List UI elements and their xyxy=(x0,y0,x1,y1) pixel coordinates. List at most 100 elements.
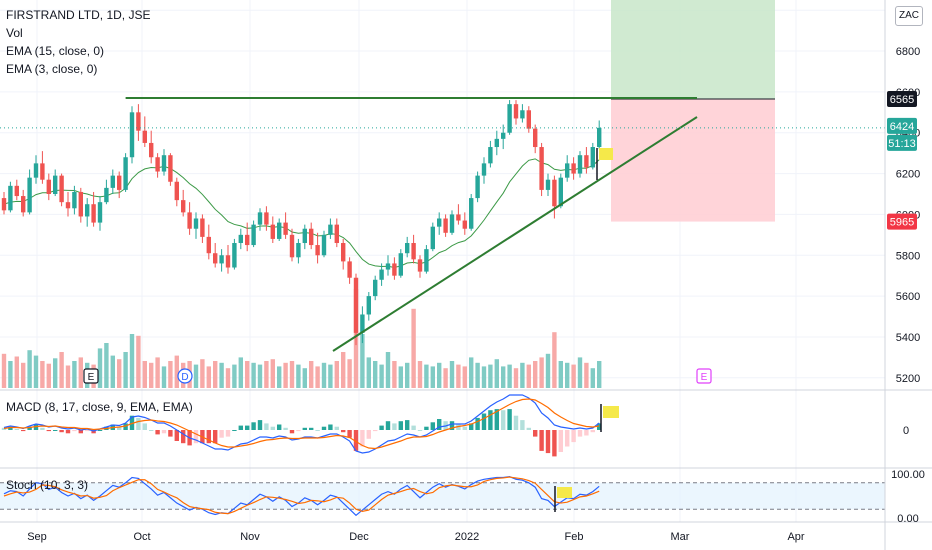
volume-bar xyxy=(597,361,602,388)
macd-histogram-bar xyxy=(488,410,493,430)
macd-histogram-bar xyxy=(405,420,410,430)
candle-body xyxy=(488,147,493,164)
volume-bar xyxy=(328,364,333,388)
candle-body xyxy=(360,314,365,333)
volume-bar xyxy=(321,362,327,388)
legend-ema15[interactable]: EMA (15, close, 0) xyxy=(6,44,105,58)
candle-body xyxy=(571,163,576,174)
macd-histogram-bar xyxy=(533,430,538,437)
macd-histogram-bar xyxy=(232,430,237,431)
candle-body xyxy=(232,243,237,268)
candle-body xyxy=(270,224,275,239)
currency-button[interactable]: ZAC xyxy=(895,6,923,26)
macd-histogram-bar xyxy=(238,425,243,430)
macd-histogram-bar xyxy=(78,430,83,434)
volume-bar xyxy=(142,361,147,388)
price-tick-label: 6800 xyxy=(896,46,920,58)
candle-body xyxy=(59,175,64,203)
legend-ema3[interactable]: EMA (3, close, 0) xyxy=(6,62,98,76)
volume-bar xyxy=(552,332,557,388)
volume-bar xyxy=(475,362,480,388)
volume-bar xyxy=(469,357,474,388)
candle-body xyxy=(373,279,378,297)
macd-histogram-bar xyxy=(270,426,275,430)
macd-histogram-bar xyxy=(430,422,435,430)
candle-body xyxy=(21,196,26,213)
candle-body xyxy=(481,163,487,176)
volume-bar xyxy=(270,359,275,388)
macd-histogram-bar xyxy=(584,430,589,436)
macd-histogram-bar xyxy=(193,430,199,444)
price-tick-label: 5200 xyxy=(896,373,920,385)
volume-bar xyxy=(296,364,301,388)
candle-body xyxy=(341,243,346,262)
price-badge-label: 6565 xyxy=(890,94,914,106)
legend-volume[interactable]: Vol xyxy=(6,26,23,40)
macd-histogram-bar xyxy=(53,430,58,431)
volume-bar xyxy=(97,348,103,388)
volume-bar xyxy=(437,362,442,388)
trend-drawings[interactable] xyxy=(0,97,885,352)
volume-bar xyxy=(507,364,512,388)
candle-body xyxy=(289,234,295,258)
volume-bar xyxy=(283,362,288,388)
volume-bar xyxy=(462,366,467,388)
candle-body xyxy=(181,200,186,213)
volume-bar xyxy=(200,359,205,388)
macd-histogram-bar xyxy=(85,430,90,432)
legend-title[interactable]: FIRSTRAND LTD, 1D, JSE xyxy=(6,8,151,22)
candle-body xyxy=(238,234,243,244)
volume-bar xyxy=(238,357,243,388)
stoch-pane xyxy=(0,476,885,517)
volume-bar xyxy=(78,357,83,388)
main-legend: FIRSTRAND LTD, 1D, JSE Vol EMA (15, clos… xyxy=(6,6,150,78)
volume-bar xyxy=(302,368,307,388)
candle-body xyxy=(462,220,467,229)
volume-bar xyxy=(117,359,122,388)
volume-bar xyxy=(264,361,269,388)
volume-bar xyxy=(571,364,576,388)
macd-histogram-bar xyxy=(526,427,531,430)
candle-body xyxy=(417,259,423,272)
candle-body xyxy=(213,253,218,264)
volume-bar xyxy=(392,361,397,388)
candle-body xyxy=(225,255,231,268)
macd-histogram-bar xyxy=(545,430,551,454)
price-tick-label: 5600 xyxy=(896,291,920,303)
stoch-tick-label: 0.00 xyxy=(897,513,918,525)
candle-body xyxy=(136,112,141,131)
candle-body xyxy=(27,177,32,213)
macd-histogram-bar xyxy=(353,430,359,451)
candle-body xyxy=(264,212,269,225)
volume-bar xyxy=(289,361,295,388)
stoch-legend[interactable]: Stoch (10, 3, 3) xyxy=(6,478,89,492)
candle-body xyxy=(437,218,442,227)
flag-icon xyxy=(557,487,572,498)
event-marker-e xyxy=(83,368,99,384)
macd-histogram-bar xyxy=(552,430,557,457)
target-zone xyxy=(611,0,775,100)
volume-bar xyxy=(225,368,231,388)
macd-histogram-bar xyxy=(590,430,595,433)
macd-histogram-bar xyxy=(59,430,64,433)
candle-body xyxy=(142,130,147,143)
candle-body xyxy=(245,234,250,246)
flag-icon xyxy=(599,148,613,160)
macd-histogram-bar xyxy=(398,421,403,430)
time-tick-label: Apr xyxy=(787,531,804,543)
volume-bar xyxy=(360,334,365,388)
time-tick-label: Feb xyxy=(565,531,584,543)
candle-body xyxy=(123,157,128,190)
volume-bar xyxy=(123,352,128,388)
volume-bar xyxy=(539,357,544,388)
candle-body xyxy=(405,243,410,254)
volume-bar xyxy=(110,355,115,388)
macd-histogram-bar xyxy=(597,423,602,430)
macd-legend[interactable]: MACD (8, 17, close, 9, EMA, EMA) xyxy=(6,400,193,414)
macd-histogram-bar xyxy=(558,430,563,452)
volume-bar xyxy=(219,362,224,388)
volume-bar xyxy=(494,359,499,388)
volume-bar xyxy=(193,364,199,388)
